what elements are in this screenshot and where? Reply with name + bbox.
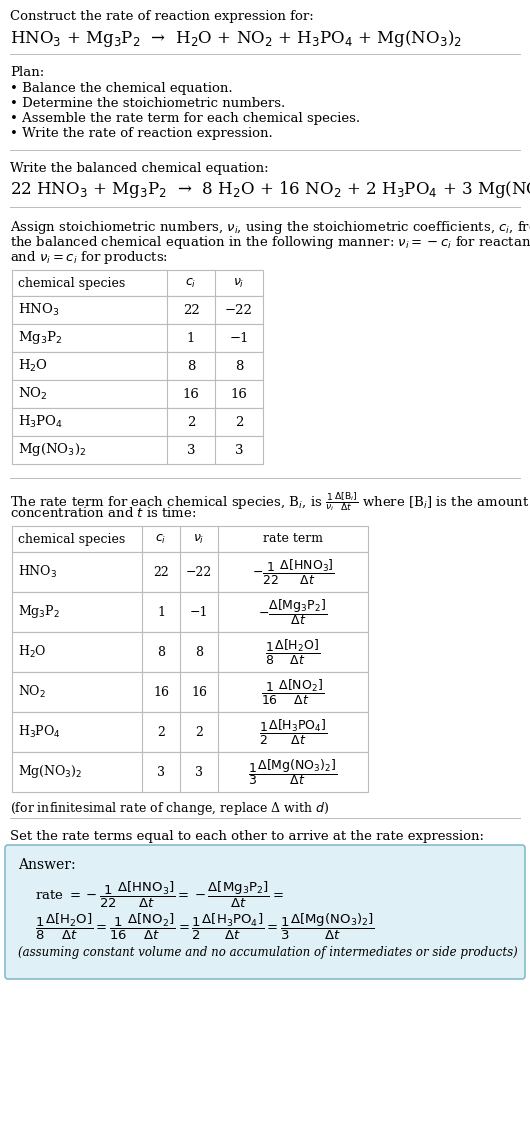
Bar [12,711,368,751]
FancyBboxPatch shape [5,845,525,979]
Bar [12,671,368,711]
Text: concentration and $t$ is time:: concentration and $t$ is time: [10,506,197,520]
Text: • Determine the stoichiometric numbers.: • Determine the stoichiometric numbers. [10,97,285,110]
Text: $\nu_i$: $\nu_i$ [233,276,245,290]
Bar [12,324,263,352]
Text: rate term: rate term [263,532,323,546]
Text: Construct the rate of reaction expression for:: Construct the rate of reaction expressio… [10,10,314,23]
Text: 3: 3 [157,765,165,779]
Text: 1: 1 [187,331,195,345]
Text: 8: 8 [235,360,243,372]
Text: NO$_2$: NO$_2$ [18,386,48,402]
Text: (assuming constant volume and no accumulation of intermediates or side products): (assuming constant volume and no accumul… [18,946,518,959]
Text: H$_3$PO$_4$: H$_3$PO$_4$ [18,724,61,740]
Text: Write the balanced chemical equation:: Write the balanced chemical equation: [10,162,269,175]
Text: 16: 16 [182,387,199,401]
Text: 22: 22 [153,565,169,579]
Text: −22: −22 [225,304,253,316]
Text: $\dfrac{1}{2}\dfrac{\Delta[\mathrm{H_3PO_4}]}{\Delta t}$: $\dfrac{1}{2}\dfrac{\Delta[\mathrm{H_3PO… [259,717,328,747]
Text: $\dfrac{1}{16}\dfrac{\Delta[\mathrm{NO_2}]}{\Delta t}$: $\dfrac{1}{16}\dfrac{\Delta[\mathrm{NO_2… [261,677,324,707]
Text: Mg$_3$P$_2$: Mg$_3$P$_2$ [18,603,60,620]
Text: • Assemble the rate term for each chemical species.: • Assemble the rate term for each chemic… [10,112,360,124]
Text: 3: 3 [187,443,195,457]
Text: 8: 8 [195,645,203,659]
Text: rate $= -\dfrac{1}{22}\dfrac{\Delta[\mathrm{HNO_3}]}{\Delta t} = -\dfrac{\Delta[: rate $= -\dfrac{1}{22}\dfrac{\Delta[\mat… [35,880,284,910]
Text: $\dfrac{1}{8}\dfrac{\Delta[\mathrm{H_2O}]}{\Delta t}$: $\dfrac{1}{8}\dfrac{\Delta[\mathrm{H_2O}… [266,637,321,667]
Text: and $\nu_i = c_i$ for products:: and $\nu_i = c_i$ for products: [10,249,168,266]
Text: 3: 3 [195,765,203,779]
Text: Assign stoichiometric numbers, $\nu_i$, using the stoichiometric coefficients, $: Assign stoichiometric numbers, $\nu_i$, … [10,219,530,236]
Text: $\nu_i$: $\nu_i$ [193,532,205,546]
Text: Plan:: Plan: [10,66,44,79]
Bar [12,296,263,324]
Bar [12,408,263,436]
Text: H$_3$PO$_4$: H$_3$PO$_4$ [18,413,63,431]
Text: Answer:: Answer: [18,858,76,872]
Text: Mg$_3$P$_2$: Mg$_3$P$_2$ [18,330,63,346]
Text: NO$_2$: NO$_2$ [18,684,46,700]
Text: −1: −1 [229,331,249,345]
Text: Mg(NO$_3$)$_2$: Mg(NO$_3$)$_2$ [18,764,83,780]
Text: $-\dfrac{1}{22}\dfrac{\Delta[\mathrm{HNO_3}]}{\Delta t}$: $-\dfrac{1}{22}\dfrac{\Delta[\mathrm{HNO… [252,557,334,587]
Text: $c_i$: $c_i$ [155,532,166,546]
Text: 1: 1 [157,605,165,619]
Text: HNO$_3$: HNO$_3$ [18,301,59,319]
Text: chemical species: chemical species [18,532,125,546]
Text: $\dfrac{1}{3}\dfrac{\Delta[\mathrm{Mg(NO_3)_2}]}{\Delta t}$: $\dfrac{1}{3}\dfrac{\Delta[\mathrm{Mg(NO… [248,757,338,787]
Text: • Write the rate of reaction expression.: • Write the rate of reaction expression. [10,127,273,140]
Text: HNO$_3$: HNO$_3$ [18,564,57,580]
Text: 3: 3 [235,443,243,457]
Text: 2: 2 [195,725,203,739]
Bar [12,352,263,380]
Text: 22: 22 [183,304,199,316]
Text: 8: 8 [187,360,195,372]
Text: −1: −1 [190,605,208,619]
Text: 16: 16 [153,685,169,699]
Text: the balanced chemical equation in the following manner: $\nu_i = -c_i$ for react: the balanced chemical equation in the fo… [10,234,530,251]
Text: 2: 2 [157,725,165,739]
Text: 16: 16 [231,387,248,401]
Text: 2: 2 [235,416,243,428]
Text: (for infinitesimal rate of change, replace Δ with $d$): (for infinitesimal rate of change, repla… [10,801,330,817]
Text: Mg(NO$_3$)$_2$: Mg(NO$_3$)$_2$ [18,442,86,458]
Bar [12,632,368,671]
Text: 16: 16 [191,685,207,699]
Text: H$_2$O: H$_2$O [18,644,47,660]
Text: HNO$_3$ + Mg$_3$P$_2$  →  H$_2$O + NO$_2$ + H$_3$PO$_4$ + Mg(NO$_3$)$_2$: HNO$_3$ + Mg$_3$P$_2$ → H$_2$O + NO$_2$ … [10,29,462,49]
Bar [12,751,368,793]
Text: 2: 2 [187,416,195,428]
Text: $c_i$: $c_i$ [186,276,197,290]
Text: chemical species: chemical species [18,276,125,290]
Bar [12,270,263,296]
Bar [12,526,368,552]
Text: $-\dfrac{\Delta[\mathrm{Mg_3P_2}]}{\Delta t}$: $-\dfrac{\Delta[\mathrm{Mg_3P_2}]}{\Delt… [259,597,328,627]
Text: −22: −22 [186,565,212,579]
Text: The rate term for each chemical species, B$_i$, is $\frac{1}{\nu_i}\frac{\Delta[: The rate term for each chemical species,… [10,490,529,513]
Bar [12,552,368,592]
Text: H$_2$O: H$_2$O [18,357,48,375]
Text: 8: 8 [157,645,165,659]
Bar [12,592,368,632]
Text: 22 HNO$_3$ + Mg$_3$P$_2$  →  8 H$_2$O + 16 NO$_2$ + 2 H$_3$PO$_4$ + 3 Mg(NO$_3$): 22 HNO$_3$ + Mg$_3$P$_2$ → 8 H$_2$O + 16… [10,179,530,200]
Bar [12,380,263,408]
Text: • Balance the chemical equation.: • Balance the chemical equation. [10,82,233,95]
Text: Set the rate terms equal to each other to arrive at the rate expression:: Set the rate terms equal to each other t… [10,830,484,843]
Bar [12,436,263,464]
Text: $\dfrac{1}{8}\dfrac{\Delta[\mathrm{H_2O}]}{\Delta t} = \dfrac{1}{16}\dfrac{\Delt: $\dfrac{1}{8}\dfrac{\Delta[\mathrm{H_2O}… [35,912,375,942]
